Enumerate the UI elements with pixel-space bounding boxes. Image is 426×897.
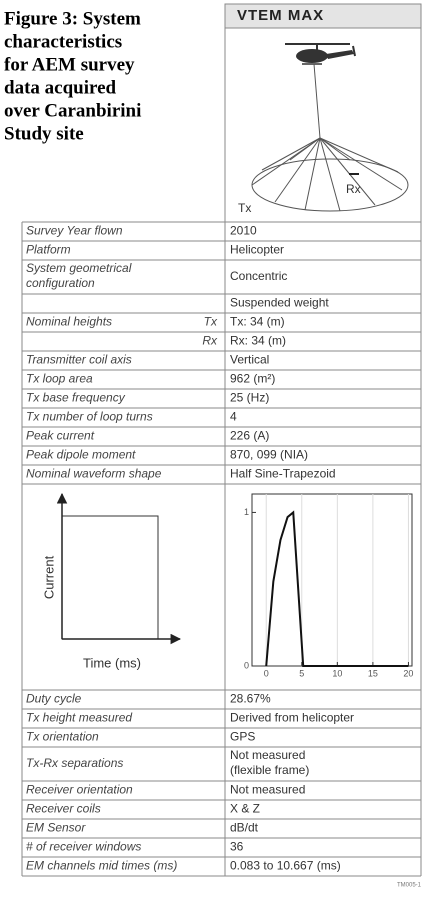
x-tick-label: 5 [299, 668, 304, 678]
row-value: Tx: 34 (m) [230, 315, 285, 329]
row-label: Tx-Rx separations [26, 756, 123, 770]
row-label: Peak dipole moment [26, 448, 136, 462]
schematic-box [61, 515, 159, 640]
row-sublabel: Rx [202, 334, 218, 348]
row-value: 0.083 to 10.667 (ms) [230, 859, 341, 873]
row-label: configuration [26, 276, 95, 290]
row-label: Nominal waveform shape [26, 467, 162, 481]
row-value: 4 [230, 410, 237, 424]
row-label: Platform [26, 243, 71, 257]
row-label: Tx number of loop turns [26, 410, 153, 424]
rx-label: Rx [346, 182, 361, 196]
row-label: Tx base frequency [26, 391, 126, 405]
waveform-curve [265, 510, 409, 667]
row-label: Tx orientation [26, 730, 99, 744]
figure-code: TM005-1 [397, 883, 422, 889]
row-label: Receiver coils [26, 802, 101, 816]
row-value: Rx: 34 (m) [230, 334, 286, 348]
row-label: # of receiver windows [26, 840, 141, 854]
row-value: Derived from helicopter [230, 711, 354, 725]
figure-caption: for AEM survey [4, 54, 135, 75]
row-value: Suspended weight [230, 296, 329, 310]
row-label: Tx height measured [26, 711, 132, 725]
row-value: 962 (m²) [230, 372, 275, 386]
row-label: Nominal heights [26, 315, 112, 329]
figure-caption: data acquired [4, 77, 117, 98]
row-value: 25 (Hz) [230, 391, 269, 405]
row-label: EM Sensor [26, 821, 86, 835]
row-value: 28.67% [230, 692, 271, 706]
row-value: dB/dt [230, 821, 259, 835]
row-value: GPS [230, 730, 255, 744]
row-label: EM channels mid times (ms) [26, 859, 177, 873]
figure-caption: over Caranbirini [4, 100, 141, 121]
row-label: Peak current [26, 429, 95, 443]
row-value: 226 (A) [230, 429, 269, 443]
loop-diagram [251, 63, 409, 212]
row-value: Vertical [230, 353, 269, 367]
row-value: X & Z [230, 802, 260, 816]
row-label: Receiver orientation [26, 783, 133, 797]
row-value: Helicopter [230, 243, 284, 257]
row-value: Half Sine-Trapezoid [230, 467, 336, 481]
row-value: 2010 [230, 224, 257, 238]
row-label: Survey Year flown [26, 224, 123, 238]
schematic-xlabel: Time (ms) [83, 655, 141, 670]
schematic-ylabel: Current [41, 555, 56, 599]
row-label: Tx loop area [26, 372, 93, 386]
row-label: System geometrical [26, 261, 132, 275]
row-value: Not measured [230, 748, 305, 762]
row-value: 36 [230, 840, 244, 854]
x-tick-label: 0 [264, 668, 269, 678]
tx-label: Tx [238, 201, 251, 215]
header-title: VTEM MAX [237, 7, 324, 24]
row-sublabel: Tx [204, 315, 218, 329]
row-value: (flexible frame) [230, 763, 309, 777]
header-band [224, 3, 422, 29]
x-tick-label: 10 [332, 668, 342, 678]
plot-frame [251, 493, 413, 667]
x-tick-label: 20 [403, 668, 413, 678]
row-value: Concentric [230, 269, 287, 283]
figure-caption: Figure 3: System [4, 8, 141, 29]
figure-caption: characteristics [4, 31, 122, 52]
y-tick-label: 1 [244, 507, 249, 517]
row-value: 870, 099 (NIA) [230, 448, 308, 462]
helicopter-icon [285, 43, 356, 65]
y-tick-label: 0 [244, 660, 249, 670]
x-tick-label: 15 [368, 668, 378, 678]
figure-caption: Study site [4, 123, 84, 144]
header-cell [224, 3, 422, 223]
row-label: Duty cycle [26, 692, 82, 706]
row-value: Not measured [230, 783, 305, 797]
row-label: Transmitter coil axis [26, 353, 132, 367]
